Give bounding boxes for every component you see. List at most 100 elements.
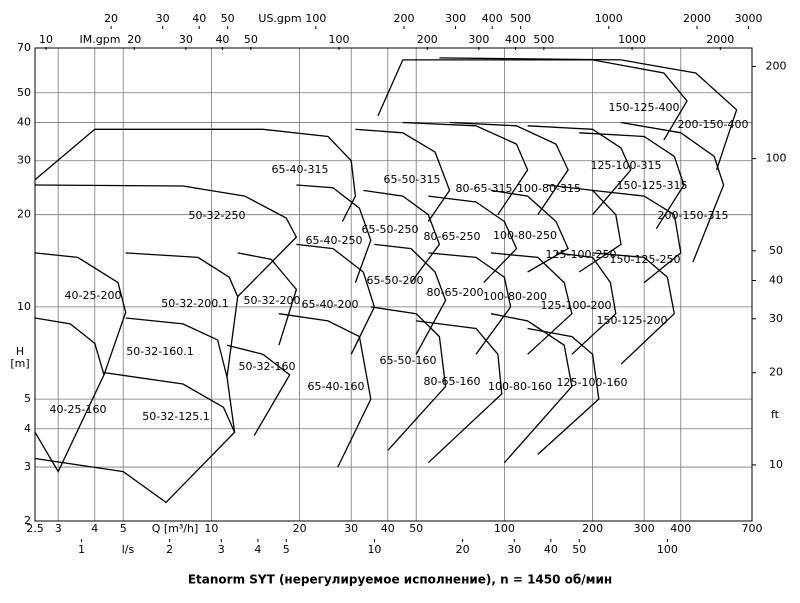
pump-curve	[620, 121, 725, 263]
pump-curve	[377, 59, 688, 141]
secondary-tick-label: 50	[221, 12, 235, 25]
secondary-tick-label: 2	[166, 543, 173, 556]
x-tick-label: 3	[55, 522, 62, 535]
y2-tick-label: 50	[769, 244, 783, 257]
y-tick-label: 40	[17, 115, 31, 128]
y-tick-label: 30	[17, 154, 31, 167]
pump-curve	[374, 243, 447, 355]
secondary-tick-label: 2000	[706, 33, 734, 46]
pump-label: 80-65-250	[424, 230, 481, 243]
pump-label: 65-50-250	[362, 223, 419, 236]
secondary-tick-label: 3000	[735, 12, 763, 25]
x-tick-label: 700	[742, 522, 763, 535]
pump-label: 65-50-315	[384, 173, 441, 186]
pump-curve	[296, 184, 372, 283]
y-tick-label: 3	[24, 460, 31, 473]
secondary-tick-label: 4	[254, 543, 261, 556]
y2-tick-label: 40	[769, 274, 783, 287]
pump-label: 50-32-250	[189, 209, 246, 222]
x-tick-label: 100	[494, 522, 515, 535]
x-tick-label: 300	[634, 522, 655, 535]
secondary-tick-label: 30	[179, 33, 193, 46]
pump-curve	[34, 252, 127, 376]
pump-curve	[296, 243, 376, 355]
secondary-tick-label: 100	[329, 33, 350, 46]
y-tick-label: 2	[24, 514, 31, 527]
secondary-tick-label: 20	[127, 33, 141, 46]
pump-curve	[592, 252, 676, 365]
secondary-tick-label: 30	[507, 543, 521, 556]
pump-label: 65-40-315	[272, 163, 329, 176]
pump-label: 100-80-160	[488, 380, 552, 393]
secondary-tick-label: 500	[510, 12, 531, 25]
secondary-tick-label: 50	[572, 543, 586, 556]
y2-tick-label: 30	[769, 312, 783, 325]
secondary-tick-label: 40	[192, 12, 206, 25]
pump-curve	[125, 252, 239, 378]
x-tick-label: 200	[582, 522, 603, 535]
pump-curve	[527, 327, 600, 455]
x-tick-label: 4	[91, 522, 98, 535]
pump-label: 125-100-200	[541, 299, 612, 312]
x-tick-label: 5	[120, 522, 127, 535]
secondary-tick-label: 300	[468, 33, 489, 46]
y-tick-label: 10	[17, 300, 31, 313]
pump-label: 50-32-160	[239, 360, 296, 373]
secondary-tick-label: 40	[544, 543, 558, 556]
y-tick-label: 50	[17, 86, 31, 99]
secondary-tick-label: 10	[39, 33, 53, 46]
secondary-tick-label: 100	[657, 543, 678, 556]
y-tick-label: 20	[17, 208, 31, 221]
secondary-tick-label: 400	[482, 12, 503, 25]
pump-curve	[449, 121, 569, 216]
pump-label: 40-25-200	[65, 289, 122, 302]
pump-curve	[555, 252, 617, 355]
secondary-tick-label: 400	[505, 33, 526, 46]
pump-label: 65-40-200	[302, 298, 359, 311]
secondary-tick-label: 300	[445, 12, 466, 25]
pump-curve	[416, 320, 503, 464]
pump-label: 65-40-160	[308, 380, 365, 393]
pump-curve	[370, 306, 447, 451]
pump-label: 125-100-160	[557, 376, 628, 389]
pump-curve	[439, 57, 738, 171]
secondary-tick-label: 50	[244, 33, 258, 46]
pump-label: 80-65-160	[424, 375, 481, 388]
pump-curve	[490, 313, 573, 464]
x-tick-label: 400	[670, 522, 691, 535]
pump-curve	[125, 317, 236, 433]
pump-label: 65-40-250	[306, 234, 363, 247]
pump-curve	[237, 252, 298, 346]
pump-curve	[278, 313, 372, 468]
secondary-tick-label: 100	[305, 12, 326, 25]
pump-label: 100-80-200	[483, 290, 547, 303]
x-tick-label: 30	[344, 522, 358, 535]
pump-label: 80-65-200	[427, 286, 484, 299]
pump-label: 50-32-160.1	[126, 345, 193, 358]
secondary-tick-label: 2000	[683, 12, 711, 25]
secondary-tick-label: 40	[215, 33, 229, 46]
pump-label: 40-25-160	[50, 403, 107, 416]
y2-tick-label: 200	[766, 59, 787, 72]
top-axis-label: US.gpm	[258, 12, 301, 25]
pump-label: 100-80-250	[493, 229, 557, 242]
x2-axis-label: l/s	[122, 543, 135, 556]
y-tick-label: 4	[24, 422, 31, 435]
pump-curve	[428, 195, 518, 284]
pump-label: 50-32-125.1	[142, 410, 209, 423]
pump-curve	[34, 317, 105, 473]
pump-curve	[490, 189, 569, 273]
secondary-tick-label: 1000	[618, 33, 646, 46]
y-axis-unit: [m]	[10, 357, 29, 370]
secondary-tick-label: 3	[218, 543, 225, 556]
pump-label: 125-100-250	[546, 248, 617, 261]
pump-curve	[34, 371, 236, 504]
secondary-tick-label: 10	[367, 543, 381, 556]
secondary-tick-label: 20	[104, 12, 118, 25]
y-tick-label: 70	[17, 41, 31, 54]
secondary-tick-label: 5	[283, 543, 290, 556]
y2-tick-label: 100	[766, 152, 787, 165]
